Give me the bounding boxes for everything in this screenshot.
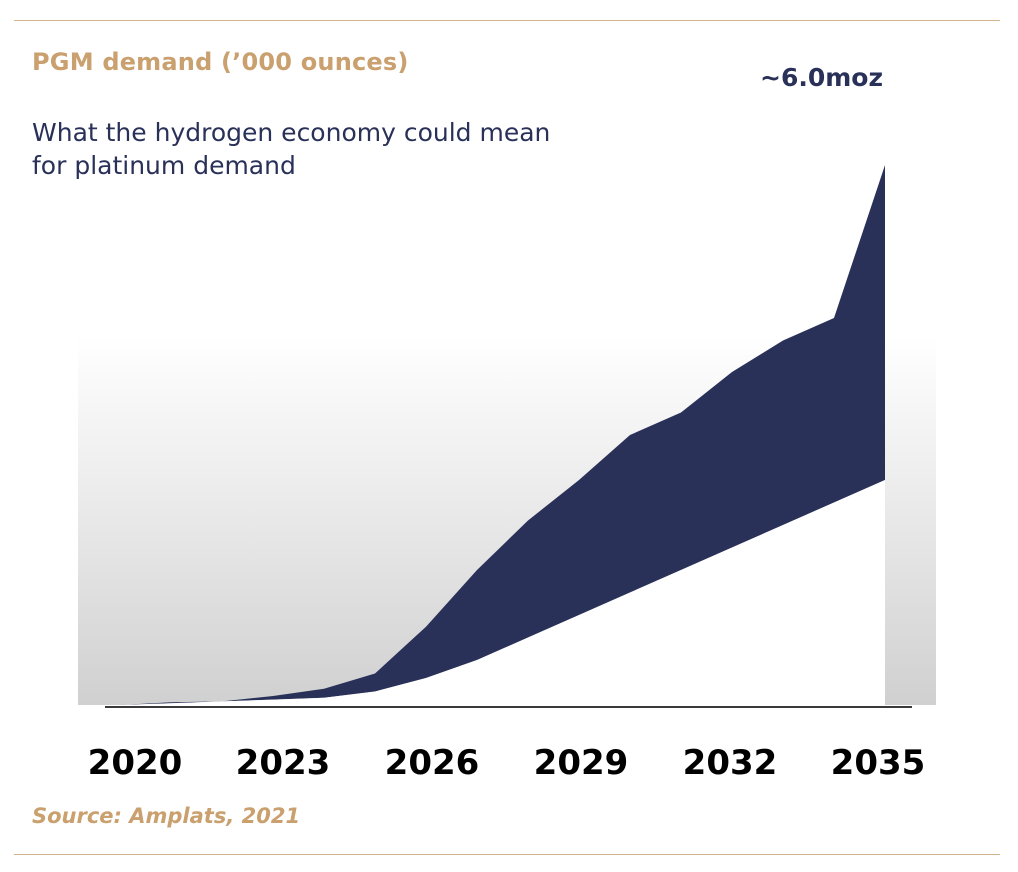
peak-annotation: ~6.0moz bbox=[760, 63, 884, 92]
source-note: Source: Amplats, 2021 bbox=[32, 804, 301, 828]
hydrogen-demand-area bbox=[120, 165, 885, 705]
top-rule bbox=[14, 20, 1000, 21]
x-tick-labels: 2020 2023 2026 2029 2032 2035 bbox=[88, 743, 926, 783]
chart-subtitle: What the hydrogen economy could mean for… bbox=[32, 116, 592, 182]
subtitle-line-2: for platinum demand bbox=[32, 151, 296, 180]
subtitle-line-1: What the hydrogen economy could mean bbox=[32, 118, 551, 147]
x-tick-label-2023: 2023 bbox=[236, 743, 331, 783]
chart-title: PGM demand (’000 ounces) bbox=[32, 48, 409, 76]
x-tick-label-2026: 2026 bbox=[385, 743, 480, 783]
x-tick-label-2020: 2020 bbox=[88, 743, 183, 783]
x-tick-label-2032: 2032 bbox=[683, 743, 778, 783]
x-tick-label-2035: 2035 bbox=[831, 743, 926, 783]
bottom-rule bbox=[14, 854, 1000, 855]
base-demand-area bbox=[120, 480, 885, 705]
x-tick-label-2029: 2029 bbox=[534, 743, 629, 783]
